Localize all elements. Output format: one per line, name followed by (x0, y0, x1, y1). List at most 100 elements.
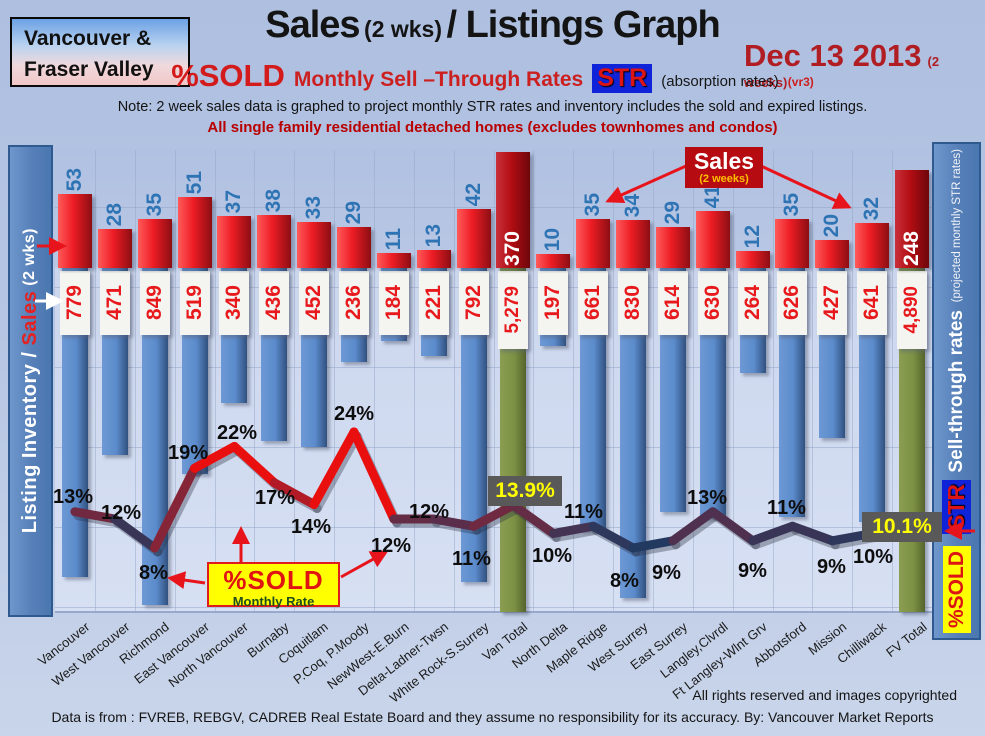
inventory-label-box: 661 (578, 271, 608, 335)
sales-value-label: 33 (302, 195, 325, 219)
v-gridline (573, 150, 575, 612)
pct-sold-label: 9% (652, 562, 681, 584)
right-axis-label-bar: (projected monthly STR rates) Sell-throu… (932, 142, 981, 640)
sales-bar (696, 211, 730, 268)
sales-value-label: 11 (382, 227, 405, 250)
inventory-value-label: 264 (741, 285, 764, 321)
v-gridline (533, 150, 535, 612)
sales-value-label: 37 (222, 189, 245, 213)
sales-value-label: 12 (741, 224, 764, 248)
sales-bar (217, 216, 251, 268)
inventory-value-label: 340 (222, 285, 245, 321)
sales-value-label: 13 (422, 223, 445, 247)
inventory-label-box: 452 (299, 271, 329, 335)
total-sales-bar (895, 170, 929, 268)
inventory-value-label: 427 (820, 285, 843, 321)
v-gridline (453, 150, 455, 612)
sales-bar (377, 253, 411, 268)
inventory-label-box: 197 (538, 271, 568, 335)
right-axis-sub: (projected monthly STR rates) (950, 149, 963, 303)
v-gridline (134, 150, 136, 612)
sales-bar (337, 227, 371, 268)
v-gridline (732, 150, 734, 612)
v-gridline (254, 150, 256, 612)
pct-sold-label: 11% (452, 548, 491, 570)
region-title-box: Vancouver & Fraser Valley (10, 17, 190, 87)
inventory-value-label: 236 (342, 285, 365, 321)
inventory-value-label: 4,890 (901, 286, 922, 334)
sales-value-label: 34 (621, 193, 644, 217)
sales-value-label: 35 (581, 192, 604, 216)
inventory-value-label: 661 (581, 285, 604, 321)
inventory-label-box: 4,890 (897, 271, 927, 349)
title-rest: / Listings Graph (446, 4, 720, 46)
inventory-label-box: 779 (60, 271, 90, 335)
region-line2: Fraser Valley (24, 58, 154, 81)
str-badge-vertical: STR (942, 479, 971, 534)
pct-sold-label: 12% (371, 535, 412, 557)
pct-sold-text: %SOLD (171, 58, 285, 93)
sales-value-label: 20 (820, 213, 843, 237)
copyright-note: All rights reserved and images copyright… (692, 687, 957, 703)
inventory-label-box: 626 (777, 271, 807, 335)
v-gridline (772, 150, 774, 612)
v-gridline (294, 150, 296, 612)
inventory-value-label: 792 (462, 285, 485, 321)
inventory-value-label: 452 (302, 285, 325, 321)
v-gridline (94, 150, 96, 612)
inventory-value-label: 779 (63, 285, 86, 321)
inventory-value-label: 630 (701, 285, 724, 321)
inventory-label-box: 221 (419, 271, 449, 335)
inventory-value-label: 849 (143, 285, 166, 321)
version-note: (vr3) (787, 75, 814, 89)
region-line1: Vancouver & (24, 27, 152, 50)
sales-value-label: 53 (63, 167, 86, 191)
v-gridline (653, 150, 654, 612)
v-gridline (373, 150, 375, 612)
sales-value-label: 35 (143, 192, 166, 216)
inventory-label-box: 436 (259, 271, 289, 335)
sales-bar (775, 219, 809, 268)
pct-sold-label: 13% (53, 486, 94, 508)
v-gridline (692, 150, 694, 612)
v-gridline (413, 150, 415, 612)
sales-bar (58, 194, 92, 268)
pct-sold-label: 9% (817, 556, 846, 578)
inventory-value-label: 641 (860, 285, 883, 321)
pct-sold-label: 19% (168, 442, 209, 464)
v-gridline (174, 150, 176, 612)
sales-value-label: 38 (262, 188, 285, 212)
left-axis-part3: (2 wks) (21, 228, 38, 292)
inventory-label-box: 5,279 (498, 271, 528, 349)
sales-value-label: 29 (342, 200, 365, 224)
note-line: Note: 2 week sales data is graphed to pr… (117, 99, 868, 115)
pct-sold-label: 11% (564, 501, 603, 523)
inventory-label-box: 340 (219, 271, 249, 335)
inventory-value-label: 221 (422, 285, 445, 321)
sales-value-label: 29 (661, 200, 684, 224)
sales-bar (815, 240, 849, 268)
inventory-label-box: 849 (140, 271, 170, 335)
pct-sold-label: 10% (853, 546, 894, 568)
report-date: Dec 13 2013 (2 weeks) (744, 38, 985, 92)
left-axis-label: Listing Inventory / Sales (2 wks) (19, 228, 42, 533)
pct-sold-label: 24% (334, 403, 375, 425)
inventory-label-box: 471 (100, 271, 130, 335)
pct-sold-label: 17% (255, 487, 296, 509)
plot-baseline (55, 611, 932, 613)
sales-bar (417, 250, 451, 268)
inventory-value-label: 184 (382, 285, 405, 321)
absorption-note: (absorption rates) (661, 73, 779, 90)
date-text: Dec 13 2013 (744, 38, 922, 73)
pct-sold-label: 8% (610, 570, 639, 592)
inventory-value-label: 519 (183, 285, 206, 321)
left-axis-part1: Listing Inventory / (19, 345, 41, 534)
sales-bar (297, 222, 331, 268)
sales-bar (536, 254, 570, 268)
total-sales-value-label: 248 (900, 230, 923, 266)
inventory-label-box: 641 (857, 271, 887, 335)
sales-bar (257, 215, 291, 268)
inventory-label-box: 519 (180, 271, 210, 335)
